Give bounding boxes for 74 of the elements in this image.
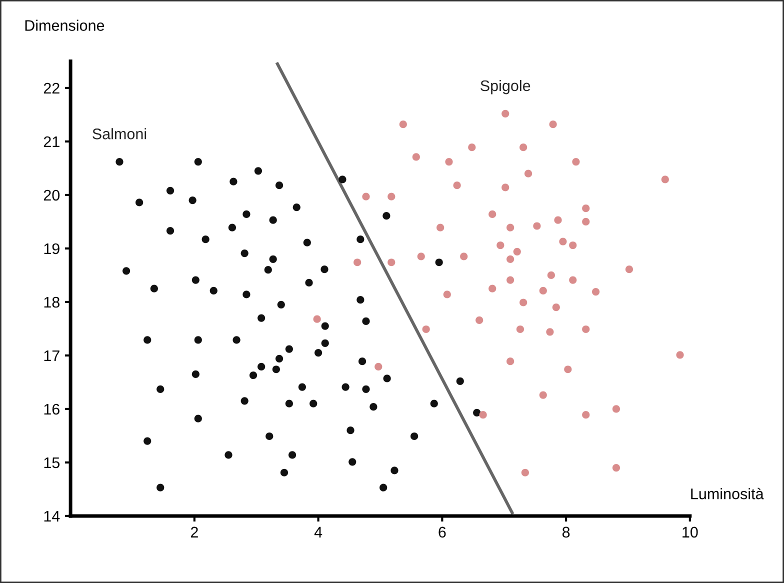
point [554, 216, 562, 224]
series-label: Spigole [480, 80, 530, 94]
point [502, 110, 510, 118]
point [443, 290, 451, 298]
point [445, 158, 453, 166]
point [412, 153, 420, 161]
point [539, 286, 547, 295]
point [354, 258, 362, 266]
point [506, 276, 514, 284]
x-axis-title: Luminosità [691, 488, 764, 500]
point [516, 325, 524, 334]
point [453, 182, 461, 190]
x-tick-label: 8 [562, 526, 570, 538]
point [582, 325, 590, 334]
point [625, 266, 634, 274]
point [521, 468, 529, 476]
point [569, 241, 577, 250]
y-tick-label: 22 [44, 82, 60, 94]
y-tick-label: 21 [44, 136, 60, 147]
series-label: Salmoni [92, 128, 146, 140]
y-tick-label: 19 [44, 243, 60, 254]
x-tick-label: 4 [314, 526, 322, 538]
point [513, 248, 521, 256]
point [524, 170, 532, 178]
point [476, 316, 484, 324]
point [572, 158, 580, 166]
point [374, 362, 382, 370]
point [612, 405, 620, 413]
point [488, 284, 496, 292]
point [539, 391, 547, 399]
point [559, 238, 567, 246]
point [362, 192, 370, 200]
point [496, 241, 504, 250]
point [520, 144, 528, 152]
point [549, 120, 557, 128]
point [460, 252, 468, 260]
point [569, 276, 577, 284]
point [582, 218, 590, 226]
y-tick-label: 18 [44, 296, 60, 308]
point [388, 192, 396, 200]
point [520, 298, 528, 306]
point [436, 224, 444, 232]
point [564, 366, 572, 374]
point [582, 204, 590, 212]
y-tick-label: 14 [44, 510, 60, 522]
point [676, 351, 684, 359]
point [479, 411, 487, 419]
point [468, 144, 476, 152]
point [506, 358, 514, 366]
point [506, 255, 514, 263]
point [533, 222, 541, 230]
y-tick-label: 20 [44, 190, 60, 201]
point [552, 304, 560, 312]
y-tick-label: 15 [44, 457, 60, 468]
point [612, 464, 620, 472]
point [592, 288, 600, 296]
point [313, 315, 321, 323]
x-tick-label: 2 [190, 526, 198, 538]
point [582, 411, 590, 419]
y-tick-label: 16 [44, 404, 60, 415]
x-tick-label: 6 [438, 526, 446, 538]
y-axis-title: Dimensione [25, 20, 104, 31]
point [502, 184, 510, 192]
point [547, 271, 555, 280]
point [388, 258, 396, 266]
y-tick-label: 17 [44, 350, 60, 361]
point [422, 325, 430, 334]
point [399, 120, 407, 128]
point [546, 328, 554, 336]
point [661, 176, 669, 184]
point [417, 252, 425, 260]
point [488, 210, 496, 218]
x-tick-label: 10 [682, 526, 698, 538]
point [506, 224, 514, 232]
